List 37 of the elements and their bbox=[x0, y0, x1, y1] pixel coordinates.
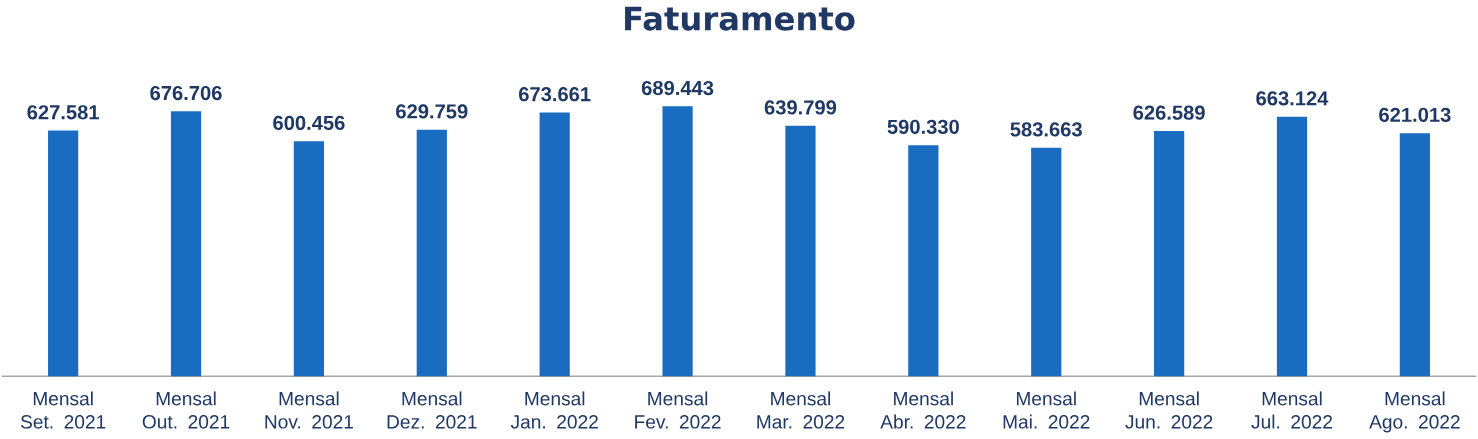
x-tick-label: Mensal Ago. 2022 bbox=[1369, 391, 1460, 433]
data-label: 629.759 bbox=[396, 104, 468, 119]
bar bbox=[908, 145, 939, 377]
x-tick-label: Mensal Dez. 2021 bbox=[387, 391, 477, 429]
x-tick-label: Mensal Jan. 2022 bbox=[510, 391, 598, 429]
bar bbox=[785, 125, 816, 377]
x-tick-label: Mensal Abr. 2022 bbox=[880, 391, 966, 429]
data-label: 621.013 bbox=[1379, 107, 1451, 122]
bar bbox=[170, 111, 202, 377]
x-tick-label: Mensal Jun. 2022 bbox=[1125, 391, 1213, 429]
data-label: 689.443 bbox=[641, 80, 714, 96]
x-tick-label: Mensal Mar. 2022 bbox=[757, 391, 845, 429]
x-tick-label: Mensal Set. 2021 bbox=[20, 391, 106, 429]
x-tick-label: Mensal Out. 2021 bbox=[142, 391, 230, 429]
bar bbox=[293, 141, 325, 377]
data-label: 600.456 bbox=[273, 115, 345, 130]
data-label: 626.589 bbox=[1133, 105, 1205, 120]
bar bbox=[48, 130, 79, 377]
bar bbox=[1276, 116, 1308, 377]
data-label: 639.799 bbox=[764, 100, 837, 115]
chart-title: Faturamento bbox=[625, 6, 855, 31]
x-tick-label: Mensal Mai. 2022 bbox=[1003, 391, 1090, 429]
data-label: 663.124 bbox=[1256, 91, 1329, 106]
x-tick-label: Mensal Fev. 2022 bbox=[635, 391, 721, 429]
bar bbox=[662, 106, 693, 377]
data-label: 583.663 bbox=[1010, 122, 1082, 137]
x-tick-label: Mensal Jul. 2022 bbox=[1251, 391, 1332, 429]
bar bbox=[539, 112, 570, 377]
bar bbox=[1031, 147, 1062, 377]
bar bbox=[1399, 133, 1430, 377]
data-label: 590.330 bbox=[887, 119, 959, 134]
data-label: 627.581 bbox=[27, 105, 99, 120]
bar bbox=[416, 129, 447, 377]
data-label: 673.661 bbox=[519, 87, 591, 102]
bar bbox=[1154, 130, 1185, 377]
data-label: 676.706 bbox=[150, 85, 222, 101]
x-tick-label: Mensal Nov. 2021 bbox=[265, 391, 353, 429]
